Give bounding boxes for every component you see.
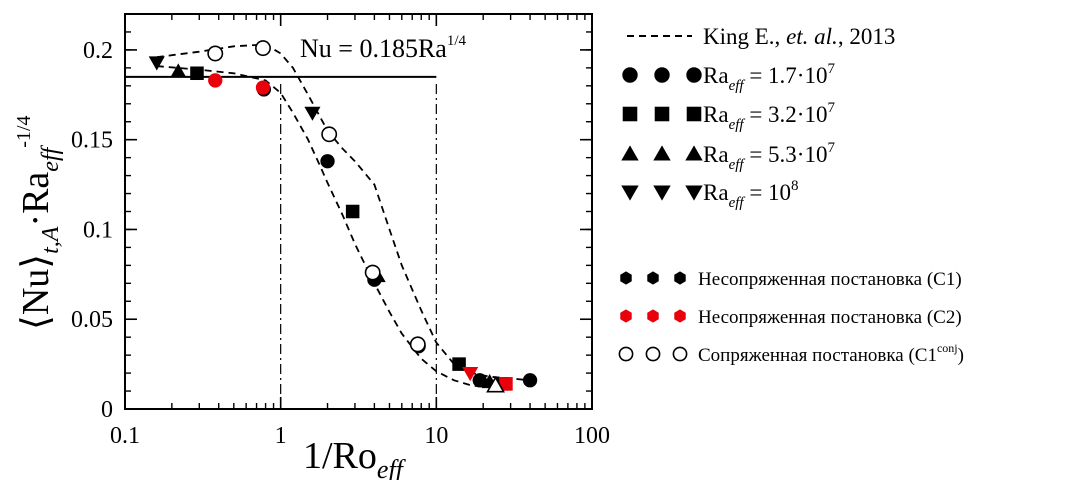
annotation-sup: 1/4 [447, 33, 467, 49]
legend-ra-mid: = 3.2·10 [744, 102, 828, 127]
data-point [255, 80, 271, 95]
data-point [462, 367, 479, 382]
data-point [472, 373, 487, 388]
legend-marker [645, 346, 661, 362]
legend-formulation-label: Несопряженная постановка (C2) [698, 307, 962, 328]
y-axis-title-sub: t,A [38, 226, 64, 254]
legend-king-pre: King E., [703, 24, 786, 49]
legend-ra-label: Raeff = 5.3·107 [703, 140, 835, 173]
data-point [364, 264, 381, 281]
legend-ra-sub: eff [729, 78, 746, 94]
legend-formulation-label: Несопряженная постановка (C1) [698, 269, 962, 290]
legend-marker [620, 271, 632, 285]
legend-formulation-text: Сопряженная постановка (C1 [698, 345, 937, 366]
annotation: Nu = 0.185Ra1/4 [300, 33, 466, 63]
legend-ra-pre: Ra [703, 180, 729, 205]
data-point [304, 106, 321, 121]
data-point [522, 373, 538, 388]
legend-marker [621, 145, 639, 161]
data-point [320, 154, 335, 169]
king-curve [156, 65, 499, 389]
legend-marker [686, 106, 702, 122]
legend-marker [685, 185, 703, 201]
king-curve [156, 43, 531, 382]
data-point [255, 40, 271, 57]
legend-marker [674, 309, 686, 323]
data-point [208, 73, 223, 88]
y-tick-label: 0.2 [83, 38, 113, 64]
legend-king-post: , 2013 [838, 24, 896, 49]
legend-king-italic: et. al. [786, 24, 838, 49]
legend-ra-mid: = 5.3·10 [744, 142, 828, 167]
legend-ra-pre: Ra [703, 63, 729, 88]
legend-formulation-sup: conj [937, 341, 958, 355]
legend-ra-sup: 7 [827, 61, 835, 77]
legend-marker [654, 67, 670, 83]
data-point [499, 377, 513, 391]
y-tick-label: 0.05 [71, 307, 113, 333]
data-point [170, 63, 187, 78]
legend-marker [647, 271, 659, 285]
legend-formulation-tail: ) [958, 345, 964, 366]
legend-ra-sup: 8 [791, 178, 799, 194]
legend-ra-mid: = 1.7·10 [744, 63, 828, 88]
x-tick-label: 10 [424, 423, 448, 449]
legend-ra-pre: Ra [703, 142, 729, 167]
legend-marker [686, 67, 702, 83]
data-point [190, 66, 204, 81]
legend-marker [621, 185, 639, 201]
legend-marker [622, 106, 638, 122]
data-point [148, 56, 165, 71]
legend-marker [672, 346, 688, 362]
data-point [207, 45, 224, 62]
data-point [345, 204, 360, 219]
annotation-main: Nu = 0.185Ra [300, 34, 447, 63]
y-axis-title-sup: -1/4 [13, 115, 35, 147]
legend-king-label: King E., et. al., 2013 [703, 24, 895, 49]
y-axis-title-main: ⟨Nu⟩ [15, 254, 57, 330]
y-tick-label: 0 [101, 397, 113, 423]
x-tick-label: 0.1 [110, 423, 140, 449]
x-tick-label: 1 [275, 423, 287, 449]
legend-ra-label: Raeff = 3.2·107 [703, 100, 835, 133]
legend-marker [622, 67, 638, 83]
x-tick-label: 100 [574, 423, 610, 449]
y-axis-title-mid: ·Ra [15, 172, 57, 227]
legend-ra-mid: = 10 [744, 180, 791, 205]
x-axis-title: 1/Roeff [303, 435, 407, 480]
legend-formulation-label: Сопряженная постановка (C1conj) [698, 341, 964, 366]
legend-ra-pre: Ra [703, 102, 729, 127]
y-tick-label: 0.15 [71, 128, 113, 154]
legend-marker [674, 271, 686, 285]
data-point [486, 375, 505, 393]
legend-marker [653, 145, 671, 161]
legend-marker [654, 106, 670, 122]
legend-formulation-text: Несопряженная постановка (C1) [698, 269, 962, 290]
legend-marker [620, 309, 632, 323]
legend-ra-sub: eff [729, 157, 746, 173]
legend-ra-sub: eff [729, 195, 746, 211]
legend-marker [618, 346, 634, 362]
legend-ra-sub: eff [729, 117, 746, 133]
legend-marker [685, 145, 703, 161]
legend-ra-label: Raeff = 1.7·107 [703, 61, 835, 94]
legend-ra-label: Raeff = 108 [703, 178, 799, 211]
x-axis-title-main: 1/Ro [303, 435, 377, 477]
y-axis-title: ⟨Nu⟩t,A·Raeff-1/4 [13, 115, 64, 330]
legend-marker [653, 185, 671, 201]
legend-marker [647, 309, 659, 323]
y-axis-title-sub2: eff [38, 144, 64, 171]
legend-ra-sup: 7 [827, 100, 835, 116]
data-point [409, 336, 426, 353]
x-axis-title-sub: eff [377, 455, 407, 480]
y-tick-label: 0.1 [83, 217, 113, 243]
legend-ra-sup: 7 [827, 140, 835, 156]
legend-formulation-text: Несопряженная постановка (C2) [698, 307, 962, 328]
data-point [321, 126, 338, 143]
